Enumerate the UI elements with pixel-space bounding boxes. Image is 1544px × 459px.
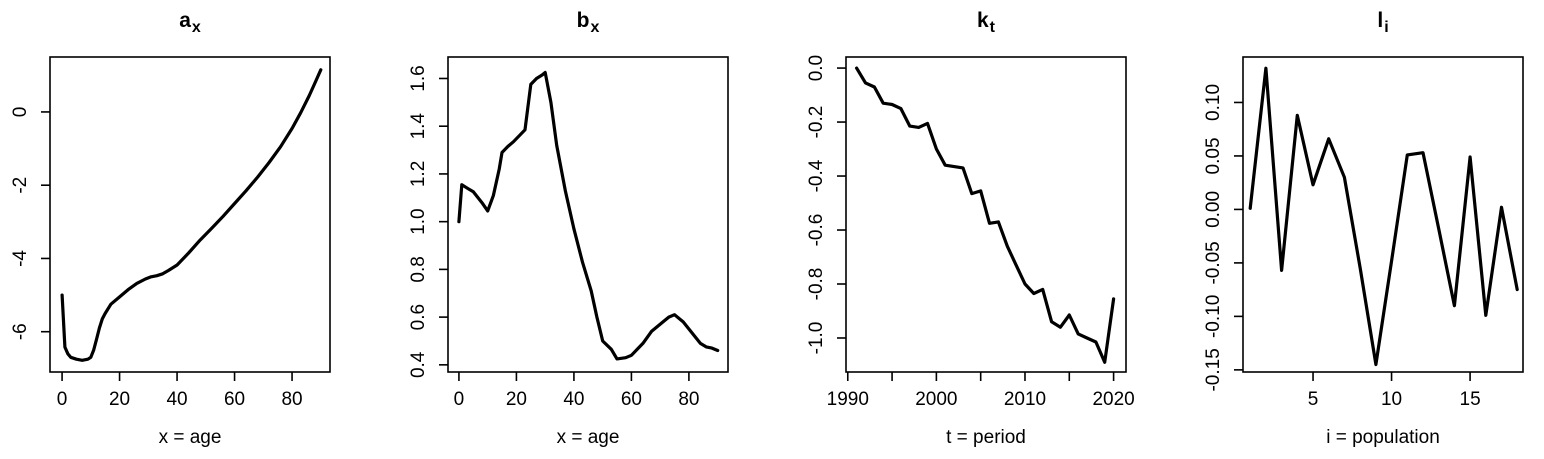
y-tick-label: -0.4 xyxy=(806,159,827,192)
data-line xyxy=(854,66,1116,364)
plot-box xyxy=(447,56,729,373)
y-tick-label: 0.0 xyxy=(806,55,827,81)
y-tick-label: 0.00 xyxy=(1203,191,1224,228)
plot-box xyxy=(49,56,331,373)
x-axis-title: t = period xyxy=(946,427,1026,448)
y-tick-label: -1.0 xyxy=(806,322,827,355)
y-tick-label: -6 xyxy=(10,323,31,340)
y-tick-label: -0.6 xyxy=(806,214,827,247)
y-tick-label: 1.0 xyxy=(408,208,429,234)
chart-title: bx xyxy=(577,9,600,36)
y-tick-label: 1.4 xyxy=(408,113,429,140)
x-tick-label: 20 xyxy=(506,389,527,410)
y-tick-label: -2 xyxy=(10,177,31,194)
x-tick-label: 40 xyxy=(166,389,187,410)
y-tick-label: -0.8 xyxy=(806,268,827,301)
x-tick-label: 15 xyxy=(1460,389,1481,410)
x-tick-label: 2000 xyxy=(915,389,957,410)
chart-panel-li: 5 10 15 0.10 0.05 0.00 -0.05 -0.10 -0.15 li i = po… xyxy=(1203,9,1524,448)
y-tick-label: -0.10 xyxy=(1203,295,1224,338)
y-tick-label: 1.2 xyxy=(408,161,429,187)
x-tick-label: 0 xyxy=(454,389,465,410)
x-tick-label: 5 xyxy=(1308,389,1319,410)
plot-box xyxy=(845,56,1127,373)
data-line xyxy=(1248,66,1519,367)
x-tick-label: 10 xyxy=(1381,389,1402,410)
x-tick-label: 2010 xyxy=(1004,389,1046,410)
x-tick-label: 80 xyxy=(678,389,699,410)
x-axis-title: i = population xyxy=(1326,427,1440,448)
chart-panel-bx: 0 20 40 60 80 1.6 1.4 1.2 1.0 0.8 0.6 0.4 bx x = age xyxy=(408,9,729,448)
x-tick-label: 20 xyxy=(109,389,130,410)
x-tick-label: 40 xyxy=(563,389,584,410)
chart-panel-ax: 0 20 40 60 80 0 -2 -4 -6 ax x = age xyxy=(10,9,331,448)
y-tick-label: -0.05 xyxy=(1203,241,1224,284)
y-tick-label: -0.15 xyxy=(1203,348,1224,391)
y-tick-label: -4 xyxy=(10,250,31,267)
y-tick-label: 1.6 xyxy=(408,65,429,91)
data-line xyxy=(457,70,720,361)
y-tick-label: 0.05 xyxy=(1203,137,1224,174)
x-tick-label: 60 xyxy=(224,389,245,410)
chart-title: ax xyxy=(179,9,201,36)
y-tick-label: 0 xyxy=(10,107,31,118)
x-tick-label: 1990 xyxy=(827,389,869,410)
x-tick-label: 80 xyxy=(281,389,302,410)
y-tick-label: 0.10 xyxy=(1203,84,1224,121)
chart-title: li xyxy=(1377,9,1388,36)
chart-panel-kt: 1990 2000 2010 2020 0.0 -0.2 -0.4 -0.6 -0.8 -1.0 k… xyxy=(806,9,1135,448)
plot-box xyxy=(1242,56,1524,373)
x-tick-label: 0 xyxy=(57,389,68,410)
x-axis-title: x = age xyxy=(159,427,222,448)
data-line xyxy=(60,68,323,362)
y-tick-label: 0.8 xyxy=(408,256,429,282)
x-axis-title: x = age xyxy=(557,427,620,448)
y-tick-label: 0.4 xyxy=(408,351,429,378)
y-tick-label: -0.2 xyxy=(806,106,827,139)
x-tick-label: 2020 xyxy=(1092,389,1134,410)
chart-title: kt xyxy=(977,9,996,36)
y-tick-label: 0.6 xyxy=(408,304,429,330)
x-tick-label: 60 xyxy=(621,389,642,410)
